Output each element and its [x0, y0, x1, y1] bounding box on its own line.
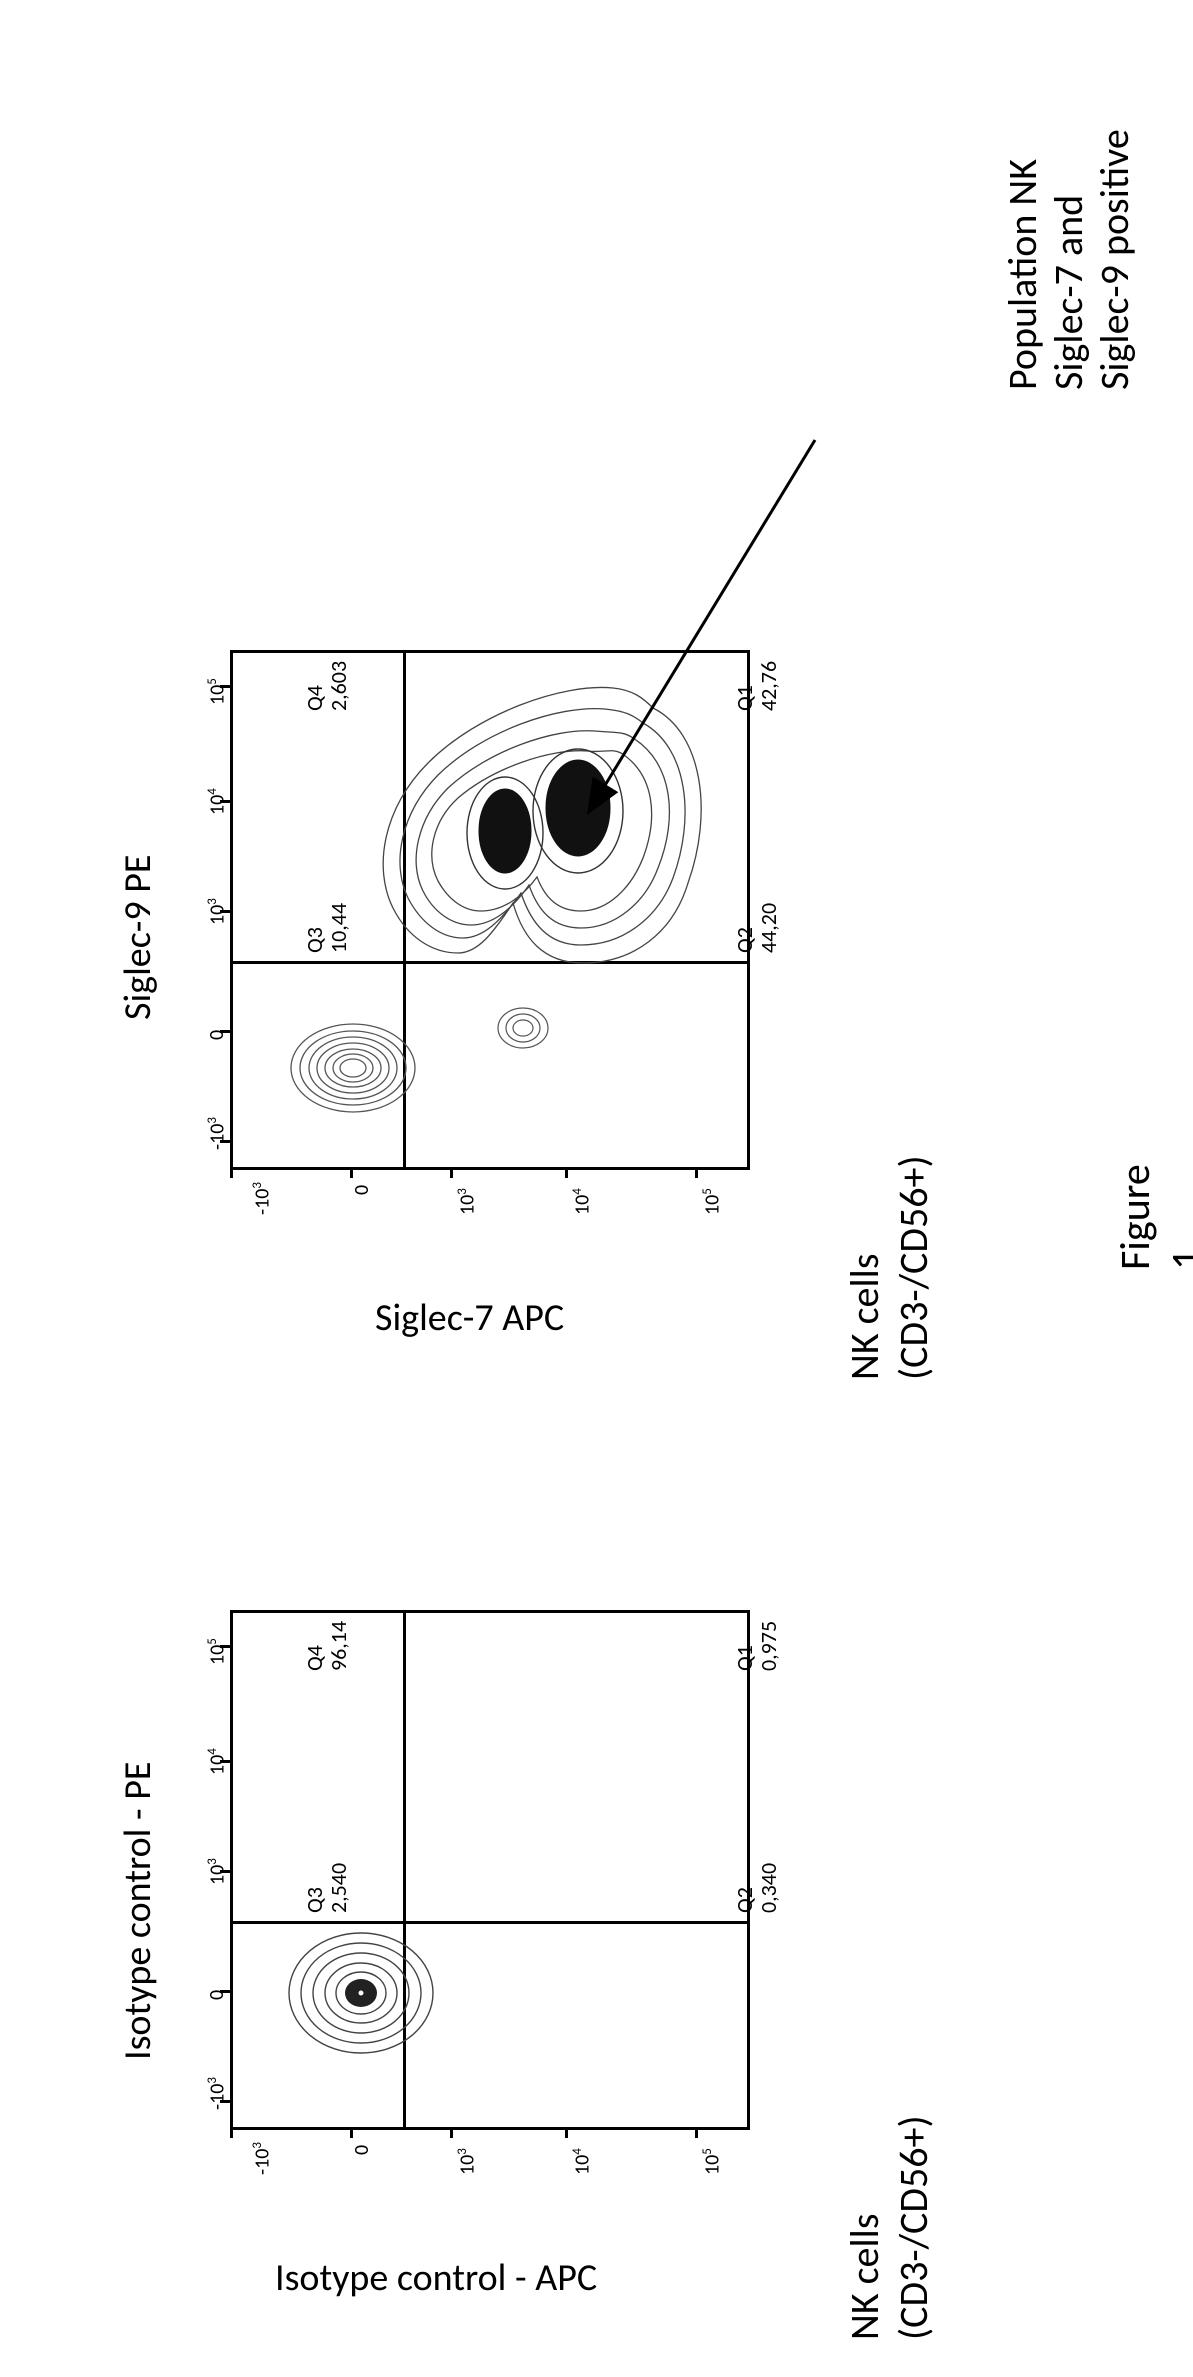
xtick-right-0: -103 [205, 1117, 230, 1150]
ytick-left-0: -103 [250, 2142, 275, 2175]
q3-label-right: Q3 10,44 [303, 903, 351, 953]
ytick-left-2: 103 [455, 2148, 480, 2175]
tick [350, 1168, 353, 1178]
tick [220, 2100, 230, 2103]
ytick-right-3: 104 [570, 1188, 595, 1215]
page: Figure 1 NK cells (CD3-/CD56+) Q1 0,975 … [0, 0, 1193, 2377]
q4-label-left: Q4 96,14 [303, 1621, 351, 1671]
q2-label-left: Q2 0,340 [733, 1863, 781, 1913]
tick [450, 2128, 453, 2138]
figure-title: Figure 1 [1110, 1164, 1193, 1270]
tick [695, 1168, 698, 1178]
annotation-arrow [530, 420, 850, 830]
panel-title-left: NK cells (CD3-/CD56+) [840, 1987, 938, 2340]
q1-label-left: Q1 0,975 [733, 1621, 781, 1671]
tick [230, 2128, 233, 2138]
ytick-right-1: 0 [350, 1185, 374, 1195]
y-axis-label-right: Siglec-7 APC [375, 1295, 564, 1341]
ytick-left-3: 104 [570, 2148, 595, 2175]
tick [350, 2128, 353, 2138]
tick [220, 1645, 230, 1648]
tick [220, 1760, 230, 1763]
xtick-right-4: 105 [205, 678, 230, 705]
q4-label-right: Q4 2,603 [303, 661, 351, 711]
tick [220, 1990, 230, 1993]
tick [565, 2128, 568, 2138]
q2-label-right: Q2 44,20 [733, 903, 781, 953]
plot-left: Q1 0,975 Q2 0,340 Q3 2,540 Q4 96,14 [230, 1610, 750, 2130]
x-axis-label-left: Isotype control - PE [115, 1762, 161, 2060]
xtick-left-0: -103 [205, 2077, 230, 2110]
x-axis-label-right: Siglec-9 PE [115, 855, 161, 1020]
tick [450, 1168, 453, 1178]
tick [220, 910, 230, 913]
annotation-text: Population NK Siglec-7 and Siglec-9 posi… [1000, 129, 1138, 390]
ytick-right-2: 103 [455, 1188, 480, 1215]
tick [220, 685, 230, 688]
ytick-left-4: 105 [700, 2148, 725, 2175]
y-axis-label-left: Isotype control - APC [275, 2255, 597, 2301]
q3-label-left: Q3 2,540 [303, 1863, 351, 1913]
tick [565, 1168, 568, 1178]
xtick-left-4: 105 [205, 1638, 230, 1665]
ytick-right-4: 105 [700, 1188, 725, 1215]
tick [695, 2128, 698, 2138]
tick [220, 800, 230, 803]
panel-title-right: NK cells (CD3-/CD56+) [840, 1027, 938, 1380]
ytick-left-1: 0 [350, 2145, 374, 2155]
tick [220, 1870, 230, 1873]
tick [220, 1030, 230, 1033]
tick [220, 1140, 230, 1143]
tick [230, 1168, 233, 1178]
ytick-right-0: -103 [250, 1182, 275, 1215]
